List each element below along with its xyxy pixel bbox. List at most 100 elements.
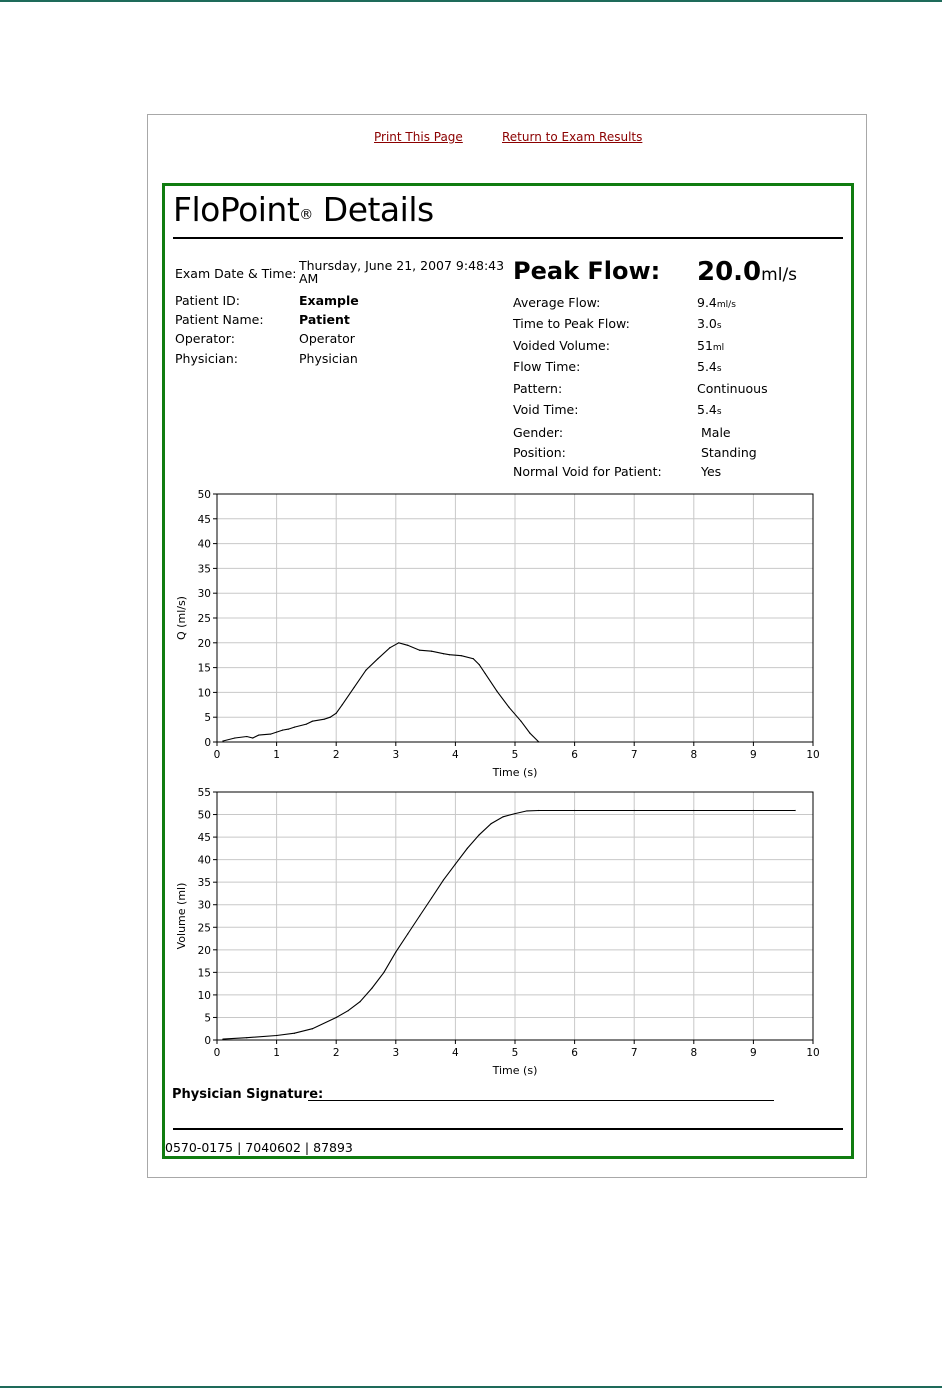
volume-chart-data-point [246, 1037, 248, 1039]
page-top-rule [0, 0, 942, 2]
return-to-results-link[interactable]: Return to Exam Results [502, 130, 643, 144]
pattern-label: Pattern: [513, 381, 563, 396]
flow-chart-data-point [520, 720, 522, 722]
flow-chart-data-point [234, 737, 236, 739]
flow-chart-data-point [252, 737, 254, 739]
volume-chart-y-tick-label: 55 [198, 787, 211, 799]
volume-chart-data-point [335, 1016, 337, 1019]
voided-volume-value: 51ml [697, 338, 725, 353]
average-flow-value: 9.4ml/s [697, 295, 736, 310]
flow-chart-data-point [365, 669, 367, 671]
volume-chart-data-point [347, 1010, 349, 1012]
volume-chart-x-tick-label: 7 [631, 1047, 638, 1059]
registered-mark: ® [299, 207, 313, 223]
flow-chart-y-tick-label: 10 [198, 687, 211, 699]
volume-chart-y-tick-label: 30 [198, 900, 211, 912]
volume-chart-data-point [430, 897, 433, 899]
flow-chart-data-point [472, 658, 474, 660]
flow-chart-x-tick-label: 5 [512, 749, 519, 761]
flow-chart-y-tick-label: 50 [198, 489, 211, 501]
gender-value: Male [701, 425, 731, 440]
void-time-label: Void Time: [513, 402, 579, 417]
flow-chart-x-tick-label: 10 [806, 749, 819, 761]
flow-chart-data-point [341, 704, 343, 706]
volume-chart-data-point [752, 809, 755, 812]
print-page-link[interactable]: Print This Page [374, 130, 463, 144]
print-page-frame [147, 114, 867, 1178]
volume-chart-data-point [359, 1001, 361, 1003]
peak-flow-unit: ml/s [761, 265, 798, 285]
physician-signature-label: Physician Signature: [172, 1087, 324, 1102]
flow-chart-data-point [478, 664, 480, 666]
flow-chart-x-axis-label: Time (s) [492, 766, 538, 779]
pattern-value: Continuous [697, 381, 768, 396]
flow-chart-data-point [508, 706, 510, 708]
exam-date-label: Exam Date & Time: [175, 266, 297, 281]
volume-chart-data-point [395, 951, 397, 953]
flow-chart-data-point [293, 726, 296, 728]
position-label: Position: [513, 445, 566, 460]
average-flow-unit: ml/s [716, 300, 736, 310]
volume-chart-y-tick-label: 25 [198, 922, 211, 934]
flow-chart-data-point [305, 723, 307, 725]
flow-chart-data-point [329, 716, 331, 718]
flow-chart-x-tick-label: 8 [690, 749, 697, 761]
report-frame [162, 183, 854, 1159]
volume-chart-y-tick-label: 0 [204, 1035, 211, 1047]
flow-chart-y-tick-label: 45 [198, 514, 211, 526]
peak-flow-label: Peak Flow: [513, 257, 661, 285]
peak-flow-number: 20.0 [697, 257, 762, 287]
flow-chart-data-point [246, 735, 248, 738]
volume-chart-x-tick-label: 10 [806, 1047, 819, 1059]
flow-time-unit: s [716, 364, 722, 374]
volume-chart-y-tick-label: 40 [198, 855, 211, 867]
volume-chart-data-point [371, 987, 373, 989]
volume-chart-x-tick-label: 5 [512, 1047, 519, 1059]
void-time-value: 5.4s [697, 402, 722, 417]
flow-chart-y-axis-label: Q (ml/s) [175, 596, 188, 640]
flow-chart-data-point [419, 649, 421, 651]
flow-chart-x-tick-label: 3 [392, 749, 399, 761]
volume-chart-x-tick-label: 0 [214, 1047, 221, 1059]
volume-chart-plot-border [216, 791, 814, 1041]
report-title-brand: FloPoint [173, 190, 300, 229]
volume-chart-data-point [276, 1034, 278, 1037]
volume-chart-data-point [454, 863, 456, 865]
volume-chart-x-tick-label: 3 [392, 1047, 399, 1059]
volume-chart-data-point [419, 915, 421, 917]
title-divider [173, 237, 843, 239]
volume-chart-y-tick-label: 10 [198, 990, 211, 1002]
operator-value: Operator [299, 331, 355, 346]
peak-flow-value: 20.0ml/s [697, 257, 797, 287]
flow-chart-data-point [335, 712, 337, 714]
patient-id-value: Example [299, 293, 359, 308]
flow-chart-data-point [460, 655, 462, 657]
volume-chart-x-tick-label: 9 [750, 1047, 757, 1059]
report-title-suffix: Details [322, 190, 434, 229]
signature-line[interactable] [308, 1100, 774, 1101]
flow-chart-data-point [407, 644, 409, 646]
flow-chart-y-tick-label: 15 [198, 663, 211, 675]
flow-chart-data-point [287, 728, 290, 730]
flow-chart-data-point [323, 718, 325, 720]
footer-divider [173, 1128, 843, 1130]
flow-chart-x-tick-label: 4 [452, 749, 459, 761]
volume-chart-data-point [222, 1038, 224, 1040]
normal-void-value: Yes [701, 464, 722, 479]
volume-chart-data-point [526, 810, 528, 812]
volume-chart-x-tick-label: 1 [273, 1047, 280, 1059]
flow-chart-data-point [442, 653, 445, 655]
volume-chart-data-point [693, 809, 695, 812]
flow-time-value: 5.4s [697, 359, 722, 374]
volume-chart-y-tick-label: 15 [198, 967, 211, 979]
operator-label: Operator: [175, 331, 235, 346]
flow-chart-data-point [353, 686, 355, 689]
flow-chart-data-point [258, 734, 260, 736]
volume-chart-data-point [407, 933, 409, 935]
flow-chart-data-point [377, 658, 379, 660]
position-value: Standing [701, 445, 757, 460]
volume-chart-x-tick-label: 2 [333, 1047, 340, 1059]
flow-chart-y-tick-label: 25 [198, 613, 211, 625]
